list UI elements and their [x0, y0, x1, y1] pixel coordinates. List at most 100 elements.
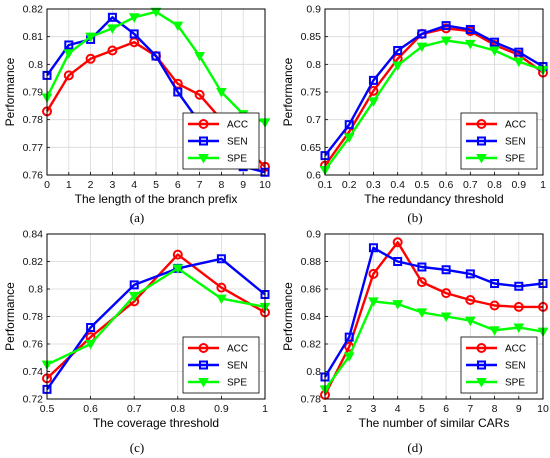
data-point-spe: [464, 39, 476, 50]
chart-panel-a: 0 1 2 3 4 5 6 7 8 9 10 0.76 0.77 0.78 0.79 0.8 0.81 0.82 A…: [3, 4, 271, 226]
x-tick-label: 1: [540, 179, 546, 191]
data-point-acc: [107, 45, 118, 56]
chart-panel-d: 1 2 3 4 5 6 7 8 9 10 0.78 0.8 0.82 0.84 0.86 0.88 0.9 ACC…: [281, 229, 549, 456]
data-point-acc: [85, 53, 96, 64]
data-point-spe: [194, 52, 205, 62]
legend: ACC SEN SPE: [460, 112, 538, 170]
legend-label-spe: SPE: [227, 378, 247, 389]
legend-marker-acc: [476, 119, 487, 129]
x-tick-label: 0.5: [40, 403, 55, 415]
series-line-spe: [324, 39, 544, 171]
panel-caption: (c): [130, 440, 144, 455]
data-point-spe: [172, 21, 184, 32]
data-point-spe: [85, 340, 96, 350]
legend-marker-spe: [198, 154, 209, 164]
x-tick-label: 10: [259, 179, 271, 191]
data-point-sen: [368, 75, 378, 85]
data-point-acc: [368, 85, 379, 96]
data-point-sen: [465, 269, 475, 279]
x-tick-label: 8: [218, 179, 224, 191]
series-line-spe: [46, 267, 266, 366]
y-tick-label: 0.76: [23, 339, 44, 351]
y-tick-label: 0.75: [301, 87, 322, 99]
data-point-spe: [368, 97, 379, 107]
y-tick-label: 0.78: [23, 311, 44, 323]
data-point-spe: [440, 36, 452, 47]
data-point-acc: [441, 288, 452, 299]
data-point-acc: [194, 89, 205, 100]
legend: ACC SEN SPE: [182, 336, 260, 394]
legend-marker-sen: [199, 360, 208, 370]
data-point-spe: [416, 308, 428, 318]
data-point-sen: [129, 280, 139, 290]
x-tick-label: 4: [395, 403, 401, 415]
legend-label-spe: SPE: [227, 154, 247, 165]
x-tick-label: 9: [240, 179, 246, 191]
x-tick-label: 2: [346, 403, 352, 415]
y-tick-label: 0.81: [23, 31, 44, 43]
y-tick-label: 0.8: [306, 59, 321, 71]
x-axis-label: The coverage threshold: [93, 416, 219, 430]
x-axis-label: The length of the branch prefix: [75, 192, 238, 206]
legend-label-acc: ACC: [227, 344, 248, 355]
x-tick-label: 6: [443, 403, 449, 415]
x-tick-label: 0.8: [170, 403, 185, 415]
legend-label-acc: ACC: [227, 120, 248, 131]
data-point-sen: [490, 279, 500, 288]
data-point-sen: [151, 51, 161, 61]
y-tick-label: 0.9: [306, 4, 321, 16]
legend-marker-acc: [476, 343, 487, 353]
y-tick-label: 0.78: [301, 394, 322, 406]
x-tick-label: 4: [131, 179, 137, 191]
x-tick-label: 0.2: [342, 179, 357, 191]
data-point-acc: [416, 277, 427, 288]
data-point-spe: [489, 326, 500, 336]
x-tick-label: 2: [88, 179, 94, 191]
data-point-sen: [514, 47, 524, 57]
data-point-spe: [63, 49, 75, 59]
series-line-spe: [324, 300, 544, 391]
data-point-spe: [128, 13, 140, 23]
y-tick-label: 0.8: [28, 59, 43, 71]
y-axis-label: Performance: [281, 282, 295, 351]
legend-marker-spe: [198, 378, 209, 388]
x-tick-label: 1: [322, 403, 328, 415]
data-point-spe: [368, 297, 379, 307]
legend-label-acc: ACC: [505, 120, 526, 131]
y-tick-label: 0.65: [301, 142, 322, 154]
y-tick-label: 0.88: [301, 256, 322, 268]
panel-caption: (b): [407, 210, 422, 225]
data-point-acc: [513, 301, 524, 312]
legend-label-sen: SEN: [227, 137, 248, 148]
y-tick-label: 0.78: [23, 114, 44, 126]
legend-marker-acc: [198, 343, 209, 353]
x-tick-label: 0.8: [487, 179, 502, 191]
data-point-spe: [392, 300, 404, 310]
series-line-sen: [46, 257, 266, 391]
x-tick-label: 0.7: [463, 179, 478, 191]
data-point-sen: [107, 12, 117, 22]
legend-label-spe: SPE: [505, 378, 525, 389]
data-point-acc: [368, 268, 379, 279]
y-tick-label: 0.82: [23, 4, 44, 16]
data-point-spe: [216, 88, 227, 98]
legend-marker-spe: [476, 378, 487, 388]
data-point-spe: [416, 42, 428, 53]
data-point-acc: [63, 70, 74, 81]
y-tick-label: 0.8: [28, 284, 43, 296]
data-point-spe: [150, 7, 162, 18]
axes-frame: [46, 8, 266, 176]
legend-marker-sen: [199, 136, 208, 146]
data-point-sen: [417, 29, 427, 39]
x-tick-label: 9: [516, 403, 522, 415]
series-line-acc: [324, 27, 544, 167]
x-tick-label: 0.9: [511, 179, 526, 191]
series-spe: [41, 264, 271, 371]
legend-marker-sen: [477, 136, 486, 146]
data-point-sen: [216, 254, 226, 264]
y-tick-label: 0.79: [23, 87, 44, 99]
x-tick-label: 5: [153, 179, 159, 191]
y-axis-label: Performance: [281, 57, 295, 126]
data-point-sen: [368, 243, 378, 253]
data-point-sen: [490, 37, 500, 47]
